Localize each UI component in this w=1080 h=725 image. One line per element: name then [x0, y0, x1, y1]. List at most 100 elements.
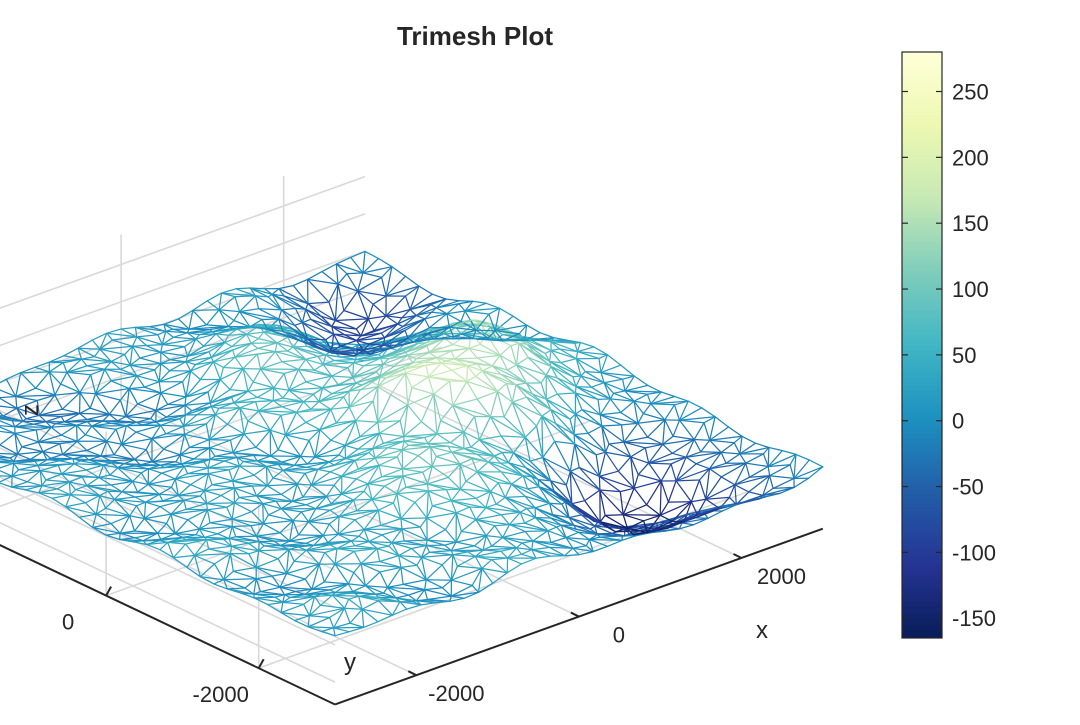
mesh-edge: [501, 512, 520, 515]
mesh-edge: [236, 288, 250, 289]
mesh-edge: [606, 452, 619, 471]
mesh-edge: [281, 604, 304, 612]
mesh-edge: [70, 495, 99, 496]
mesh-edge: [240, 408, 259, 411]
mesh-edge: [248, 382, 253, 391]
mesh-edge: [205, 491, 222, 496]
mesh-edge: [575, 387, 576, 393]
mesh-edge: [319, 553, 325, 565]
mesh-edge: [406, 373, 429, 377]
mesh-edge: [231, 546, 232, 553]
mesh-edge: [442, 565, 451, 580]
mesh-edge: [373, 401, 378, 422]
mesh-edge: [180, 455, 181, 464]
mesh-edge: [253, 369, 260, 382]
mesh-edge: [746, 463, 750, 477]
mesh-edge: [256, 430, 270, 447]
mesh-edge: [336, 407, 349, 423]
mesh-edge: [471, 440, 480, 447]
mesh-edge: [271, 450, 279, 456]
mesh-edge: [325, 553, 335, 564]
mesh-edge: [319, 564, 324, 582]
mesh-edge: [193, 310, 219, 311]
mesh-edge: [465, 311, 489, 314]
mesh-edge: [175, 534, 196, 535]
mesh-edge: [532, 547, 550, 549]
mesh-edge: [578, 347, 594, 352]
chart-title: Trimesh Plot: [397, 21, 553, 51]
mesh-edge: [93, 524, 111, 528]
mesh-edge: [512, 385, 516, 402]
mesh-edge: [419, 286, 432, 294]
mesh-edge: [191, 371, 201, 380]
mesh-edge: [120, 533, 121, 539]
mesh-edge: [306, 550, 324, 552]
mesh-edge: [520, 508, 527, 512]
mesh-edge: [208, 470, 229, 474]
mesh-edge: [270, 430, 285, 435]
mesh-edge: [428, 490, 446, 491]
mesh-edge: [137, 370, 155, 376]
mesh-edge: [742, 436, 756, 443]
mesh-edge: [15, 430, 36, 433]
mesh-edge: [661, 392, 675, 397]
mesh-edge: [61, 372, 67, 384]
mesh-edge: [475, 557, 482, 569]
mesh-edge: [21, 372, 50, 373]
mesh-edge: [576, 387, 591, 388]
mesh-edge: [275, 343, 277, 352]
mesh-edge: [101, 455, 114, 456]
mesh-edge: [158, 533, 176, 534]
mesh-edge: [309, 616, 329, 618]
mesh-edge: [267, 484, 297, 486]
mesh-edge: [207, 496, 222, 504]
mesh-edge: [335, 549, 337, 564]
mesh-edge: [208, 468, 229, 470]
mesh-edge: [548, 531, 551, 543]
mesh-edge: [204, 462, 208, 468]
mesh-edge: [451, 498, 476, 501]
mesh-edge: [680, 420, 705, 423]
mesh-edge: [211, 357, 213, 361]
mesh-edge: [694, 440, 701, 452]
mesh-edge: [528, 487, 539, 489]
mesh-edge: [432, 464, 460, 466]
mesh-edge: [517, 343, 520, 365]
mesh-edge: [618, 457, 630, 471]
mesh-edge: [209, 352, 211, 358]
mesh-edge: [272, 574, 286, 577]
mesh-edge: [27, 482, 42, 486]
mesh-edge: [19, 470, 41, 471]
mesh-edge: [349, 407, 355, 421]
mesh-edge: [319, 402, 331, 410]
mesh-edge: [227, 424, 244, 434]
mesh-edge: [78, 340, 92, 348]
mesh-edge: [581, 372, 585, 376]
mesh-edge: [768, 451, 782, 467]
mesh-edge: [634, 401, 651, 404]
mesh-edge: [234, 486, 252, 488]
mesh-edge: [527, 325, 540, 333]
mesh-edge: [426, 540, 427, 545]
x-tick-label: 2000: [757, 564, 806, 589]
mesh-edge: [416, 316, 425, 319]
mesh-edge: [189, 329, 210, 330]
y-axis-label: y: [344, 649, 356, 676]
mesh-edge: [392, 541, 404, 543]
mesh-edge: [406, 487, 428, 491]
mesh-edge: [492, 355, 500, 366]
mesh-edge: [95, 349, 101, 356]
mesh-edge: [382, 535, 392, 543]
mesh-edge: [209, 546, 232, 549]
mesh-edge: [185, 434, 190, 447]
mesh-edge: [335, 311, 344, 321]
mesh-edge: [505, 497, 527, 508]
mesh-edge: [566, 532, 579, 537]
mesh-edge: [36, 388, 55, 395]
mesh-edge: [404, 438, 425, 442]
mesh-edge: [495, 526, 503, 538]
mesh-edge: [0, 397, 16, 398]
mesh-edge: [476, 520, 510, 525]
mesh-edge: [412, 377, 429, 388]
mesh-edge: [183, 382, 186, 397]
